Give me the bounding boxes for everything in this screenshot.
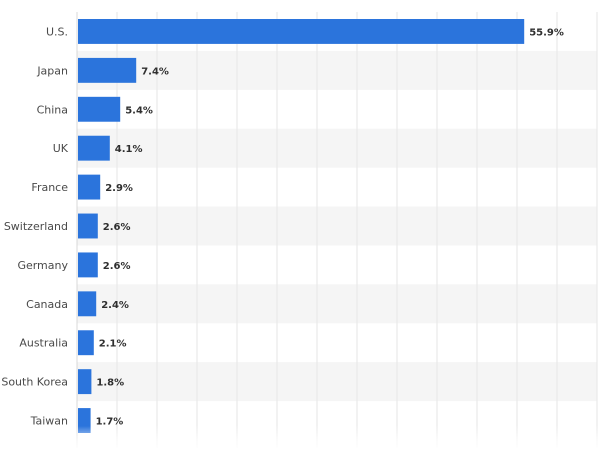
data-label: 7.4%	[141, 66, 169, 77]
data-label: 2.9%	[105, 183, 133, 194]
category-label: Taiwan	[30, 415, 68, 428]
data-label: 2.6%	[103, 261, 131, 272]
bar	[78, 174, 101, 200]
row-band	[77, 284, 597, 324]
bar	[78, 19, 525, 44]
category-label: Germany	[17, 259, 68, 272]
bar	[78, 252, 98, 278]
row-band	[77, 206, 597, 246]
bar	[78, 408, 91, 433]
bar	[78, 57, 137, 83]
category-label: France	[31, 181, 68, 194]
category-label: Canada	[26, 298, 68, 311]
row-band	[77, 362, 597, 402]
data-label: 1.8%	[96, 378, 124, 389]
bar	[78, 96, 121, 122]
bar	[78, 213, 98, 239]
data-label: 4.1%	[115, 144, 143, 155]
data-label: 2.4%	[101, 300, 129, 311]
bar	[78, 135, 110, 161]
category-label: UK	[53, 142, 69, 155]
data-label: 55.9%	[529, 27, 564, 38]
data-label: 2.6%	[103, 222, 131, 233]
category-label: South Korea	[1, 376, 68, 389]
row-band	[77, 128, 597, 168]
category-label: U.S.	[46, 25, 68, 38]
bar	[78, 369, 92, 395]
category-label: Japan	[36, 64, 68, 77]
data-label: 1.7%	[96, 417, 124, 428]
bar	[78, 330, 94, 356]
row-band	[77, 50, 597, 90]
category-label: Switzerland	[4, 220, 68, 233]
category-label: China	[37, 103, 68, 116]
bar	[78, 291, 97, 317]
data-label: 2.1%	[99, 339, 127, 350]
category-label: Australia	[19, 337, 68, 350]
data-label: 5.4%	[125, 105, 153, 116]
